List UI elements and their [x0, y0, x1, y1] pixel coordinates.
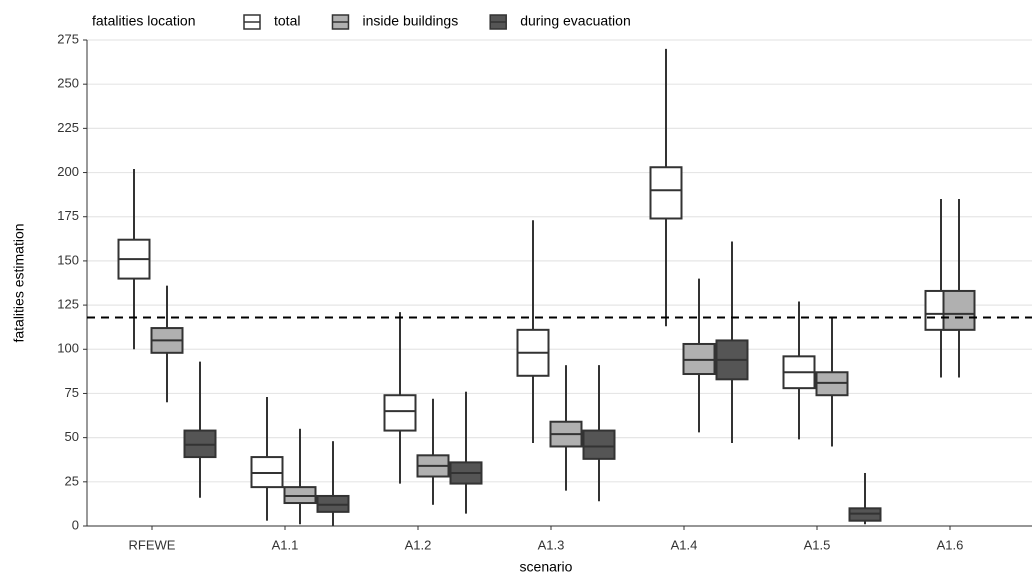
y-tick-label: 125 — [57, 297, 79, 312]
legend-label: inside buildings — [362, 13, 458, 29]
legend-label: during evacuation — [520, 13, 631, 29]
box — [383, 394, 417, 432]
x-axis-label: scenario — [520, 559, 573, 575]
box — [649, 166, 683, 220]
y-tick-label: 150 — [57, 252, 79, 267]
x-tick-label: A1.1 — [272, 537, 299, 552]
x-tick-label: A1.3 — [538, 537, 565, 552]
x-tick-label: A1.5 — [804, 537, 831, 552]
x-tick-label: A1.4 — [671, 537, 698, 552]
y-tick-label: 175 — [57, 208, 79, 223]
y-tick-label: 75 — [65, 385, 79, 400]
legend-title: fatalities location — [92, 13, 196, 29]
y-tick-label: 25 — [65, 473, 79, 488]
box — [582, 429, 616, 460]
y-tick-label: 200 — [57, 164, 79, 179]
y-tick-label: 275 — [57, 31, 79, 46]
y-tick-label: 0 — [72, 517, 79, 532]
y-tick-label: 50 — [65, 429, 79, 444]
box — [942, 289, 976, 331]
legend-label: total — [274, 13, 300, 29]
x-tick-label: A1.6 — [937, 537, 964, 552]
y-tick-label: 225 — [57, 120, 79, 135]
x-tick-label: RFEWE — [129, 537, 176, 552]
y-axis-label: fatalities estimation — [11, 223, 27, 342]
x-tick-label: A1.2 — [405, 537, 432, 552]
y-tick-label: 250 — [57, 76, 79, 91]
y-tick-label: 100 — [57, 341, 79, 356]
